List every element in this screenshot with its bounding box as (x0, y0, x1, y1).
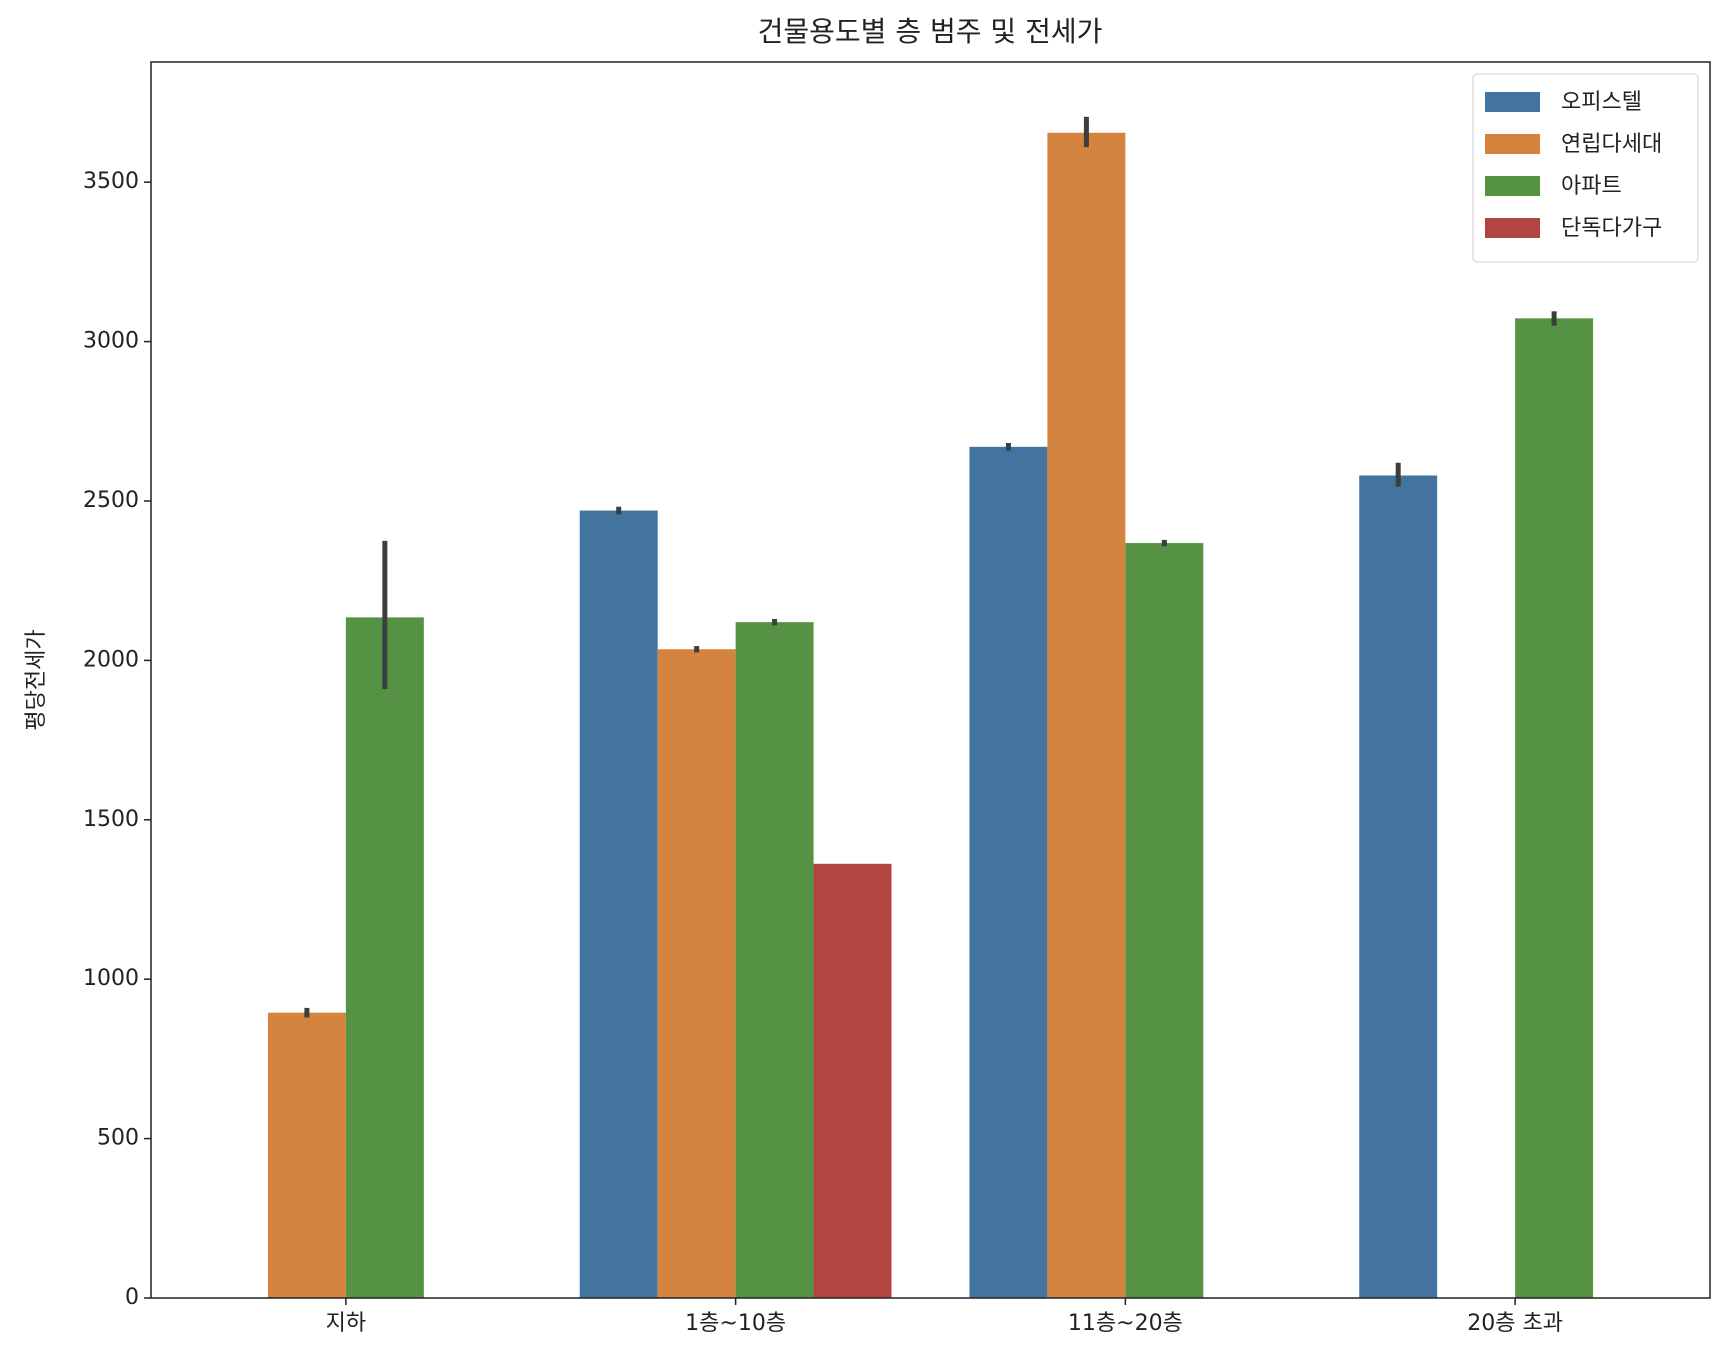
y-tick-label: 2500 (83, 488, 139, 513)
bar (735, 622, 814, 1298)
plot-frame (150, 61, 1711, 1299)
bar (1047, 132, 1126, 1299)
x-tick-label: 지하 (326, 1311, 366, 1336)
bar (657, 649, 736, 1298)
legend-label: 오피스텔 (1561, 90, 1642, 115)
bar (813, 863, 892, 1298)
x-tick-label: 11층~20층 (1068, 1311, 1183, 1336)
legend-label: 아파트 (1561, 174, 1622, 199)
bar (969, 446, 1048, 1298)
x-tick-label: 20층 초과 (1467, 1311, 1563, 1336)
legend-label: 단독다가구 (1561, 216, 1662, 241)
legend-swatch (1485, 218, 1540, 238)
bar (267, 1012, 346, 1298)
legend-swatch (1485, 134, 1540, 154)
y-tick-label: 3500 (83, 169, 139, 194)
y-axis-label: 평당전세가 (24, 629, 49, 730)
bar (1359, 475, 1438, 1298)
bar (579, 510, 658, 1298)
legend-box (1472, 73, 1699, 263)
bar (345, 617, 424, 1298)
x-tick-label: 1층~10층 (685, 1311, 786, 1336)
y-tick-label: 1500 (83, 807, 139, 832)
bar (1515, 318, 1594, 1299)
y-tick-label: 1000 (83, 966, 139, 991)
y-tick-label: 3000 (83, 329, 139, 354)
legend-label: 연립다세대 (1561, 132, 1662, 157)
chart-title: 건물용도별 층 범주 및 전세가 (758, 15, 1103, 48)
y-tick-label: 500 (97, 1126, 139, 1151)
y-tick-label: 0 (125, 1285, 139, 1310)
legend-swatch (1485, 176, 1540, 196)
y-tick-label: 2000 (83, 647, 139, 672)
bar (1125, 543, 1204, 1298)
legend-swatch (1485, 92, 1540, 112)
